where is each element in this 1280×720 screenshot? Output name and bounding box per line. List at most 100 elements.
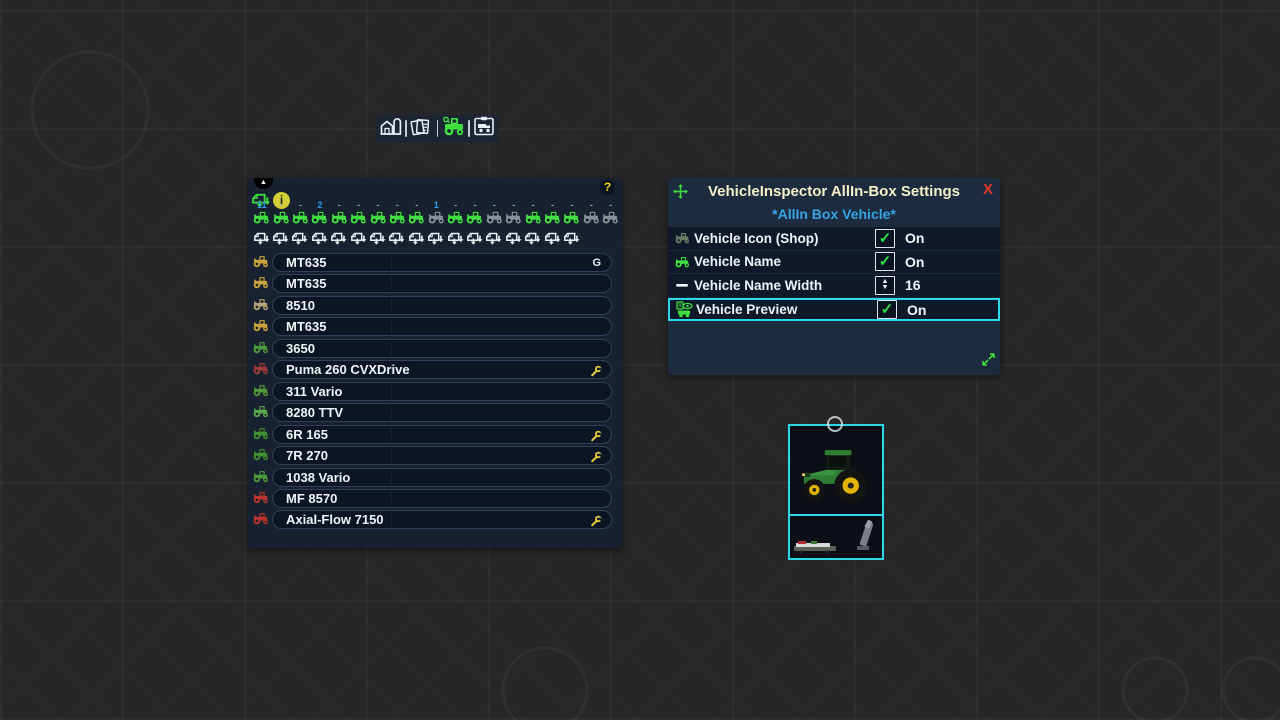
vehicle-thumb-icon [252,318,270,338]
settings-row-vehicle-name: Vehicle Name ✓ On [668,250,1000,275]
settings-row-vehicle-preview: Vehicle Preview ✓ On [668,297,1000,322]
vehicle-row-button[interactable]: 311 Vario [272,381,612,401]
category-filter-3[interactable]: - [291,200,310,230]
category-filter-2[interactable]: - [271,200,290,230]
table-row: Axial-Flow 7150 [248,509,622,530]
close-icon[interactable]: X [982,181,993,198]
swap-filter-9[interactable] [407,230,426,251]
vehicle-row-button[interactable]: MT635 G [272,253,612,272]
settings-rows: Vehicle Icon (Shop) ✓ On Vehicle Name ✓ On Ve… [668,227,1000,322]
category-filter-1[interactable]: 11 [252,200,271,230]
category-filter-15[interactable]: - [523,200,542,230]
category-filter-14[interactable]: - [504,200,523,230]
swap-filter-1[interactable] [252,230,271,251]
vehicle-row-button[interactable]: Puma 260 CVXDrive [272,360,612,380]
category-filter-9[interactable]: - [407,200,426,230]
resize-handle-icon[interactable] [982,353,995,371]
category-vehicle-icon [388,210,407,230]
implement-render-right [857,520,874,550]
category-filter-12[interactable]: - [465,200,484,230]
checkbox[interactable]: ✓ [875,228,895,248]
swap-filter-2[interactable] [271,230,290,251]
category-vehicle-icon [349,210,368,230]
info-icon[interactable]: i [273,192,290,209]
swap-filter-6[interactable] [349,230,368,251]
tractor-inspect-icon [441,116,465,141]
swap-filter-15[interactable] [523,230,542,251]
move-handle-icon[interactable] [673,184,688,204]
swap-filter-12[interactable] [465,230,484,251]
vehicle-row-button[interactable]: Axial-Flow 7150 [272,510,612,530]
settings-row-value: 16 [905,277,921,294]
category-count: - [473,200,477,210]
vehicle-thumb-icon [673,231,691,245]
swap-filter-8[interactable] [388,230,407,251]
settings-subtitle: *AllIn Box Vehicle* [772,206,896,222]
swap-icon [291,230,309,251]
category-filter-7[interactable]: - [368,200,387,230]
help-button[interactable]: ? [600,180,615,195]
toolbar-button-vehicle-clipboard-icon[interactable] [470,115,499,142]
category-filter-5[interactable]: - [330,200,349,230]
vehicle-thumb-icon [252,469,270,489]
top-toolbar [376,115,499,142]
swap-filter-11[interactable] [446,230,465,251]
swap-icon [505,230,523,251]
checkbox[interactable]: ✓ [877,300,897,320]
vehicle-thumb-icon [252,297,270,317]
vehicle-name: 8280 TTV [286,405,344,421]
settings-row-vehicle-icon-shop-: Vehicle Icon (Shop) ✓ On [668,227,1000,251]
swap-filter-16[interactable] [543,230,562,251]
category-count: 2 [317,200,323,210]
collapse-button[interactable]: ▲ [254,178,273,189]
preview-divider [790,514,882,516]
toolbar-button-farm-icon[interactable] [376,115,405,142]
vehicle-row-button[interactable]: MT635 [272,317,612,337]
vehicle-row-button[interactable]: 6R 165 [272,424,612,444]
table-row: 3650 [248,338,622,359]
stepper[interactable]: ▲ ▼ [875,275,895,295]
category-filter-13[interactable]: - [485,200,504,230]
settings-row-value: On [905,253,925,270]
vehicle-row-button[interactable]: 3650 [272,338,612,358]
toolbar-button-finance-cards-icon[interactable] [407,115,436,142]
category-filter-4[interactable]: 2 [310,200,329,230]
toolbar-button-tractor-inspect-icon[interactable] [438,115,467,142]
table-row: 6R 165 [248,424,622,445]
category-count: 11 [256,200,267,210]
vehicle-row-button[interactable]: 8510 [272,295,612,315]
vehicle-row-button[interactable]: 8280 TTV [272,403,612,423]
checkbox[interactable]: ✓ [875,252,895,272]
swap-filter-17[interactable] [562,230,581,251]
category-filter-10[interactable]: 1 [427,200,446,230]
swap-filter-10[interactable] [427,230,446,251]
vehicle-row-button[interactable]: MF 8570 [272,488,612,508]
swap-filter-13[interactable] [485,230,504,251]
swap-filter-3[interactable] [291,230,310,251]
stepper-up-icon[interactable]: ▲ [881,277,889,285]
category-count: - [376,200,380,210]
vehicle-thumb-icon [252,404,270,424]
category-filter-16[interactable]: - [543,200,562,230]
swap-filter-5[interactable] [330,230,349,251]
vehicle-swap-icon[interactable] [251,191,272,214]
category-filter-18[interactable]: - [582,200,601,230]
category-filter-11[interactable]: - [446,200,465,230]
swap-filter-7[interactable] [368,230,387,251]
swap-filter-14[interactable] [504,230,523,251]
swap-icon [485,230,503,251]
category-filter-17[interactable]: - [562,200,581,230]
stepper-down-icon[interactable]: ▼ [881,284,889,292]
toolbar-separator [405,120,408,137]
vehicle-row-button[interactable]: MT635 [272,274,612,294]
category-filter-8[interactable]: - [388,200,407,230]
category-filter-6[interactable]: - [349,200,368,230]
settings-row-value: On [907,301,927,318]
swap-filter-4[interactable] [310,230,329,251]
vehicle-row-button[interactable]: 7R 270 [272,446,612,466]
vehicle-row-button[interactable]: 1038 Vario [272,467,612,487]
category-filter-19[interactable]: - [601,200,620,230]
vehicle-thumb-icon [252,511,270,531]
vehicle-name: MT635 [286,319,327,335]
